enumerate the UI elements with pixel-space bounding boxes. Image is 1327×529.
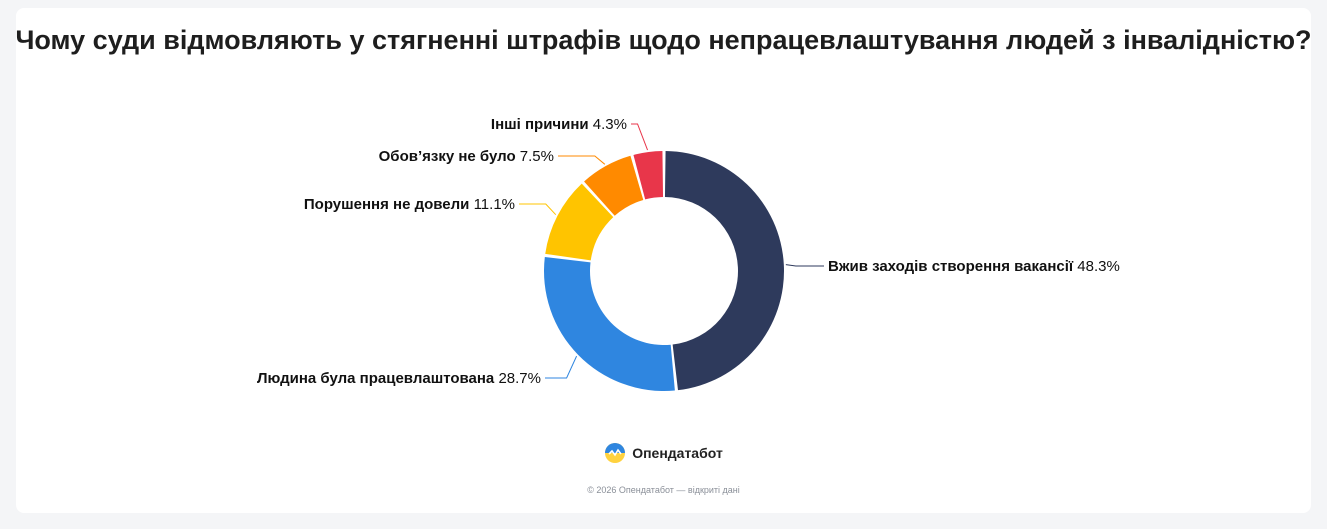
slice-label: Людина була працевлаштована 28.7% [257, 370, 541, 387]
slice-label-category: Вжив заходів створення вакансії [828, 258, 1077, 275]
chart-title: Чому суди відмовляють у стягненні штрафі… [15, 25, 1312, 55]
donut-slice[interactable] [633, 151, 664, 200]
slice-label: Інші причини 4.3% [491, 116, 627, 133]
slice-label: Обов’язку не було 7.5% [379, 148, 554, 165]
donut-slice[interactable] [544, 256, 675, 392]
donut-slice[interactable] [664, 151, 784, 391]
slice-label-value: 7.5% [520, 148, 554, 165]
brand-name: Опендатабот [632, 445, 723, 461]
donut-slice[interactable] [584, 155, 644, 216]
leader-line [519, 203, 557, 216]
footer-copyright: © 2026 Опендатабот — відкриті дані [587, 485, 740, 495]
leader-line [785, 264, 824, 267]
slice-label-value: 28.7% [498, 370, 541, 387]
donut-slice[interactable] [545, 183, 614, 261]
slice-label: Порушення не довели 11.1% [304, 196, 515, 213]
chart-card [16, 8, 1311, 513]
slice-label-category: Обов’язку не було [379, 148, 520, 165]
leader-line [558, 155, 606, 165]
opendatabot-logo-icon [605, 443, 626, 463]
slice-label-value: 11.1% [474, 196, 515, 213]
leader-line [545, 355, 578, 379]
leader-line [631, 123, 649, 151]
slice-label: Вжив заходів створення вакансії 48.3% [828, 258, 1120, 275]
slice-label-category: Людина була працевлаштована [257, 370, 498, 387]
brand: Опендатабот [0, 442, 1327, 464]
slice-label-value: 4.3% [593, 116, 627, 133]
slice-label-category: Інші причини [491, 116, 593, 133]
slice-label-value: 48.3% [1077, 258, 1120, 275]
slice-label-category: Порушення не довели [304, 196, 474, 213]
